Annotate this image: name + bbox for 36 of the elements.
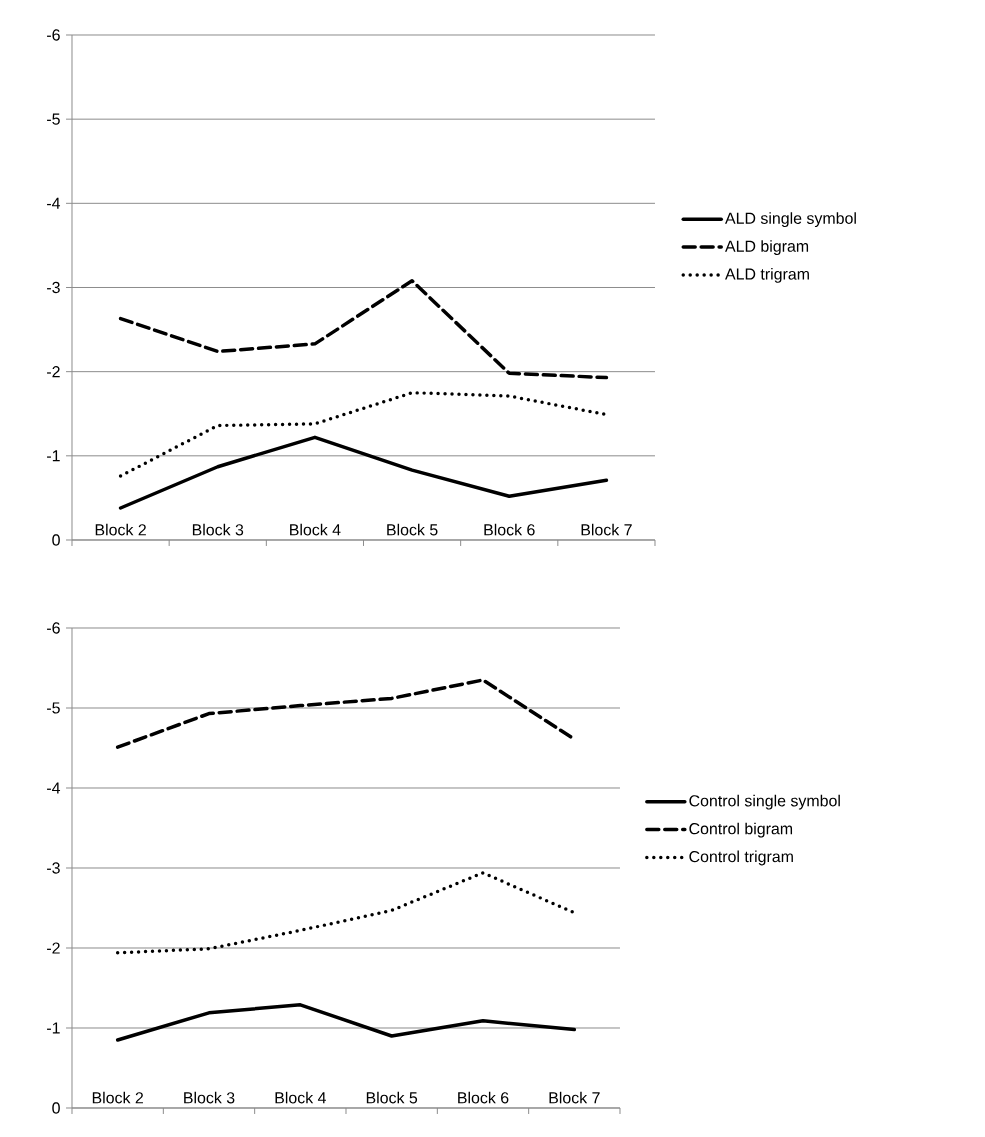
legend-label: Control bigram	[689, 822, 793, 838]
y-tick-label: -6	[47, 622, 60, 634]
x-tick-label: Block 5	[387, 523, 438, 536]
x-tick-label: Block 6	[484, 523, 535, 536]
legend-label: ALD bigram	[725, 240, 809, 255]
y-tick-label: -2	[47, 942, 60, 954]
y-tick-label: -3	[47, 862, 60, 874]
y-tick-label: 0	[52, 1102, 60, 1114]
x-tick-label: Block 2	[92, 1091, 143, 1104]
line-series	[115, 871, 577, 955]
legend-label: Control trigram	[689, 850, 793, 866]
line-series	[115, 1003, 577, 1042]
legend-label: Control single symbol	[689, 794, 840, 810]
y-tick-label: -6	[47, 29, 60, 41]
y-tick-label: -1	[47, 450, 60, 462]
x-tick-label: Block 3	[192, 523, 244, 536]
x-tick-label: Block 4	[290, 523, 341, 536]
x-tick-label: Block 7	[549, 1091, 600, 1104]
y-tick-label: -3	[47, 281, 60, 294]
x-tick-label: Block 2	[95, 523, 146, 536]
x-tick-label: Block 4	[275, 1091, 326, 1104]
x-tick-label: Block 5	[366, 1091, 418, 1104]
legend-label: ALD single symbol	[725, 212, 856, 228]
line-series	[118, 279, 609, 380]
x-tick-label: Block 6	[458, 1091, 509, 1104]
y-tick-label: -2	[47, 366, 60, 378]
y-tick-label: -5	[47, 113, 60, 125]
y-tick-label: -5	[47, 702, 60, 714]
y-tick-label: -4	[47, 197, 61, 209]
x-tick-label: Block 3	[184, 1091, 235, 1104]
y-tick-label: 0	[52, 534, 60, 546]
legend-label: ALD trigram	[725, 268, 809, 283]
y-tick-label: -1	[47, 1022, 60, 1034]
line-series	[118, 435, 609, 510]
x-tick-label: Block 7	[581, 523, 632, 536]
y-tick-label: -4	[47, 782, 61, 794]
